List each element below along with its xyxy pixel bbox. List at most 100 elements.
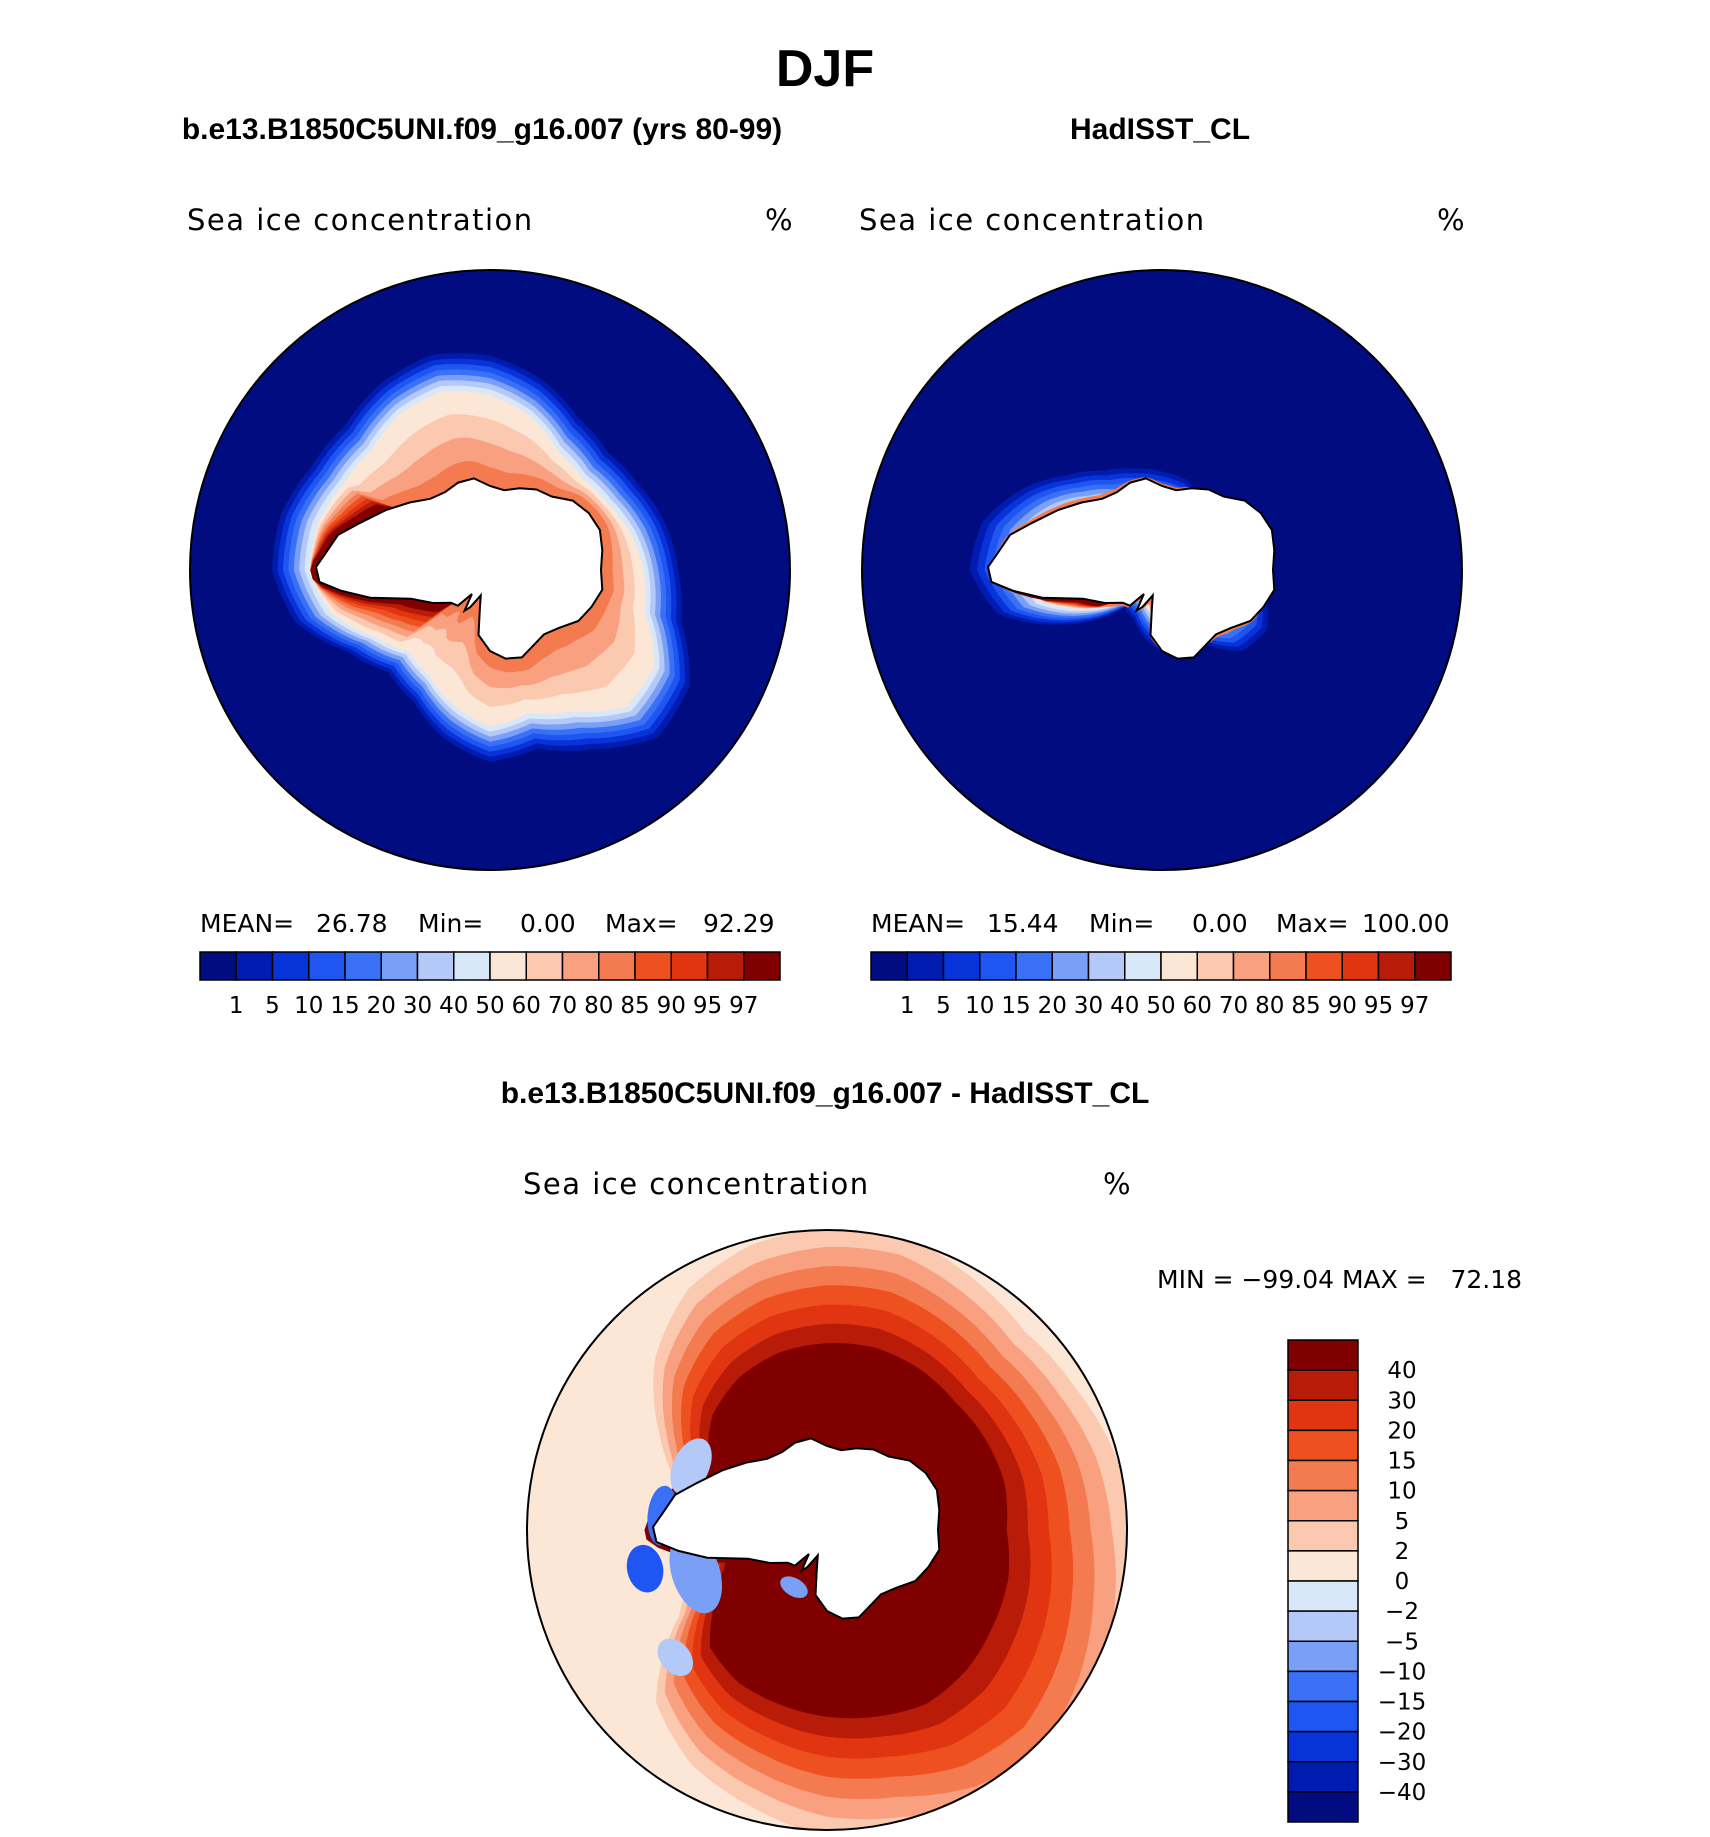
- colorbar-tick-label: 70: [1219, 993, 1248, 1019]
- panel-3-min-max: MIN = −99.04 MAX = 72.18: [1157, 1265, 1522, 1294]
- colorbar-swatch: [1287, 1520, 1359, 1552]
- panel-3-subtitle: b.e13.B1850C5UNI.f09_g16.007 - HadISST_C…: [501, 1077, 1150, 1110]
- colorbar-swatch: [979, 951, 1017, 981]
- colorbar-swatch: [1287, 1580, 1359, 1612]
- colorbar-swatch: [598, 951, 636, 981]
- antarctica-coastline: [986, 477, 1276, 660]
- colorbar-swatch: [1287, 1610, 1359, 1642]
- colorbar-swatch: [561, 951, 600, 981]
- colorbar-swatch: [1287, 1489, 1359, 1522]
- colorbar-swatch: [1087, 951, 1126, 981]
- colorbar-tick-label: 30: [1387, 1388, 1416, 1414]
- colorbar-tick-label: 5: [936, 993, 951, 1019]
- colorbar-tick-label: 5: [265, 993, 280, 1019]
- negative-anomaly-patch: [626, 1544, 664, 1593]
- colorbar-swatch: [670, 951, 709, 981]
- colorbar-swatch: [1287, 1369, 1359, 1401]
- colorbar-swatch: [1124, 951, 1162, 981]
- panel-1-variable-label: Sea ice concentration: [187, 203, 534, 237]
- colorbar-tick-label: 80: [584, 993, 613, 1019]
- colorbar-tick-label: 85: [1291, 993, 1320, 1019]
- panel-2-max-label: Max=: [1276, 909, 1349, 938]
- colorbar-swatch: [1287, 1429, 1359, 1462]
- colorbar-swatch: [1196, 951, 1235, 981]
- panel-1-map: [190, 270, 790, 870]
- colorbar-tick-label: 2: [1395, 1539, 1410, 1565]
- colorbar-swatch: [1160, 951, 1198, 981]
- colorbar-swatch: [1287, 1640, 1359, 1673]
- panel-3-map-boundary: [526, 1229, 1128, 1831]
- panel-1-map-boundary: [189, 269, 791, 871]
- colorbar-tick-label: 15: [330, 993, 359, 1019]
- colorbar-tick-label: 90: [1328, 993, 1357, 1019]
- colorbar-tick-label: −5: [1385, 1629, 1419, 1655]
- panel-2-min-label: Min=: [1089, 909, 1154, 938]
- panel-3-unit: %: [1103, 1167, 1131, 1201]
- panel-2-min-value: 0.00: [1192, 909, 1248, 938]
- colorbar-tick-label: 0: [1395, 1569, 1410, 1595]
- figure-title: DJF: [776, 40, 874, 98]
- colorbar-swatch: [525, 951, 564, 981]
- panel-2-stats: MEAN= 15.44 Min= 0.00 Max= 100.00: [871, 909, 1449, 938]
- colorbar-swatch: [453, 951, 491, 981]
- antarctica-coastline: [651, 1437, 941, 1620]
- colorbar-swatch: [906, 951, 945, 981]
- colorbar-swatch: [344, 951, 382, 981]
- colorbar-swatch: [1287, 1399, 1359, 1432]
- colorbar-swatch: [308, 951, 346, 981]
- colorbar-tick-label: 20: [1038, 993, 1067, 1019]
- colorbar-tick-label: 80: [1255, 993, 1284, 1019]
- colorbar-tick-label: −40: [1378, 1780, 1427, 1806]
- colorbar-swatch: [1269, 951, 1307, 981]
- colorbar-tick-label: 15: [1387, 1449, 1416, 1475]
- colorbar-tick-label: 95: [1364, 993, 1393, 1019]
- colorbar-tick-label: −2: [1385, 1599, 1419, 1625]
- colorbar-tick-label: −15: [1378, 1690, 1427, 1716]
- colorbar-swatch: [942, 951, 981, 981]
- colorbar-swatch: [1305, 951, 1343, 981]
- panel-2-mean-value: 15.44: [987, 909, 1059, 938]
- colorbar-tick-label: 40: [439, 993, 468, 1019]
- panel-1-mean-label: MEAN=: [200, 909, 294, 938]
- colorbar-swatch: [870, 951, 908, 981]
- colorbar-tick-label: 10: [1387, 1479, 1416, 1505]
- panel-2-max-value: 100.00: [1362, 909, 1449, 938]
- colorbar-swatch: [1287, 1670, 1359, 1703]
- colorbar-swatch: [634, 951, 672, 981]
- colorbar-swatch: [1232, 951, 1271, 981]
- colorbar-swatch: [1287, 1550, 1359, 1582]
- panel-1-mean-value: 26.78: [316, 909, 388, 938]
- negative-anomaly-patch: [657, 1638, 694, 1677]
- colorbar-tick-label: 15: [1001, 993, 1030, 1019]
- colorbar-swatch: [489, 951, 527, 981]
- colorbar-swatch: [416, 951, 455, 981]
- panel-3-variable-label: Sea ice concentration: [523, 1167, 870, 1201]
- colorbar-swatch: [380, 951, 419, 981]
- colorbar-swatch: [1341, 951, 1380, 981]
- colorbar-tick-label: 10: [294, 993, 323, 1019]
- colorbar-swatch: [1015, 951, 1053, 981]
- panel-2-unit: %: [1437, 203, 1465, 237]
- colorbar-tick-label: 10: [965, 993, 994, 1019]
- colorbar-swatch: [1051, 951, 1090, 981]
- colorbar-swatch: [743, 951, 781, 981]
- colorbar-tick-label: 60: [512, 993, 541, 1019]
- colorbar-tick-label: 40: [1110, 993, 1139, 1019]
- colorbar-tick-label: 50: [475, 993, 504, 1019]
- panel-2-colorbar: 1 5 10 15 20 30 40 50 60 70 80 85 90 95 97: [870, 951, 1452, 1019]
- panel-1-colorbar: 1 5 10 15 20 30 40 50 60 70 80 85 90 95 97: [199, 951, 781, 1019]
- colorbar-tick-label: −10: [1378, 1659, 1427, 1685]
- panel-2-variable-label: Sea ice concentration: [859, 203, 1206, 237]
- panel-3-map: [527, 1230, 1127, 1830]
- panel-1-unit: %: [765, 203, 793, 237]
- panel-1-max-value: 92.29: [703, 909, 775, 938]
- colorbar-swatch: [1287, 1459, 1359, 1492]
- colorbar-tick-label: 70: [548, 993, 577, 1019]
- antarctica-coastline: [314, 477, 604, 660]
- colorbar-tick-label: 20: [367, 993, 396, 1019]
- colorbar-tick-label: 30: [403, 993, 432, 1019]
- colorbar-swatch: [1287, 1791, 1359, 1823]
- colorbar-swatch: [706, 951, 745, 981]
